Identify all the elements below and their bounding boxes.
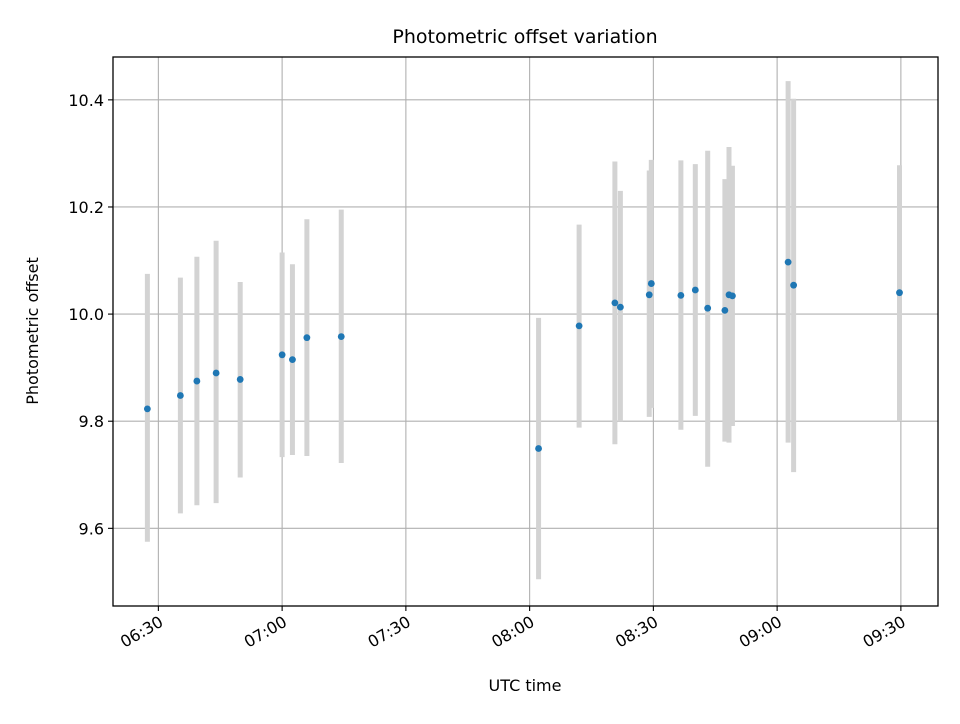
data-point [790,281,798,289]
data-point [212,369,220,377]
plot-frame [112,56,939,607]
y-tick-label: 10.0 [68,305,104,324]
data-point [575,322,583,330]
x-axis-label: UTC time [489,676,562,695]
data-point [729,292,736,300]
chart-title: Photometric offset variation [392,26,657,48]
data-point [535,445,542,452]
y-tick-label: 9.8 [79,412,104,431]
data-point [236,376,244,383]
data-point [647,280,655,287]
data-point [278,351,286,359]
data-point [691,286,699,294]
data-point [784,258,792,266]
y-tick-label: 9.6 [79,519,104,538]
data-point [193,377,201,385]
data-point [616,303,624,311]
data-point [337,333,345,340]
data-point [645,291,653,299]
data-point [611,299,619,307]
data-point [289,356,296,364]
data-point [896,289,903,297]
data-points [143,258,903,452]
data-point [176,392,184,399]
data-point [303,334,311,342]
data-point [677,291,685,299]
y-tick-label: 10.4 [68,91,104,110]
y-axis: 9.6 9.8 10.0 10.2 10.4 [68,91,113,538]
data-point [143,405,151,413]
y-axis-label: Photometric offset [23,257,42,405]
y-tick-label: 10.2 [68,198,104,217]
data-point [704,304,712,312]
data-point [721,306,729,314]
